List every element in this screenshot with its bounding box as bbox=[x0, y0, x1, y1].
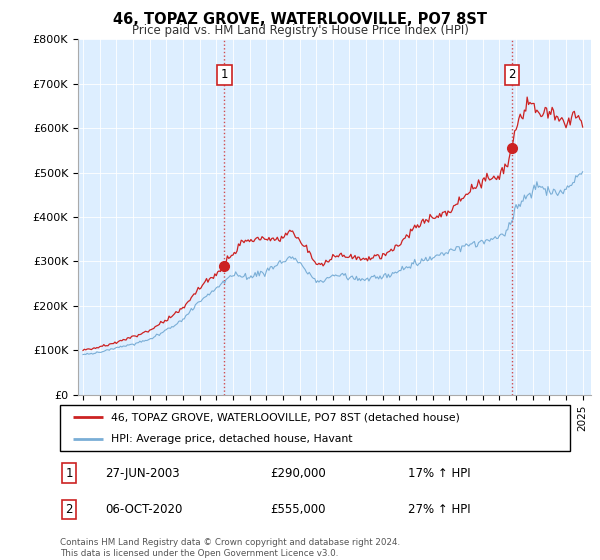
Text: 17% ↑ HPI: 17% ↑ HPI bbox=[408, 466, 470, 480]
Text: £555,000: £555,000 bbox=[270, 503, 325, 516]
Text: Price paid vs. HM Land Registry's House Price Index (HPI): Price paid vs. HM Land Registry's House … bbox=[131, 24, 469, 37]
FancyBboxPatch shape bbox=[60, 405, 570, 451]
Text: 46, TOPAZ GROVE, WATERLOOVILLE, PO7 8ST: 46, TOPAZ GROVE, WATERLOOVILLE, PO7 8ST bbox=[113, 12, 487, 27]
Text: HPI: Average price, detached house, Havant: HPI: Average price, detached house, Hava… bbox=[111, 435, 353, 444]
Text: 27-JUN-2003: 27-JUN-2003 bbox=[105, 466, 179, 480]
Text: 2: 2 bbox=[65, 503, 73, 516]
Text: 06-OCT-2020: 06-OCT-2020 bbox=[105, 503, 182, 516]
Text: 1: 1 bbox=[221, 68, 228, 81]
Text: Contains HM Land Registry data © Crown copyright and database right 2024.
This d: Contains HM Land Registry data © Crown c… bbox=[60, 538, 400, 558]
Text: 46, TOPAZ GROVE, WATERLOOVILLE, PO7 8ST (detached house): 46, TOPAZ GROVE, WATERLOOVILLE, PO7 8ST … bbox=[111, 412, 460, 422]
Text: 1: 1 bbox=[65, 466, 73, 480]
Text: 2: 2 bbox=[508, 68, 516, 81]
Text: 27% ↑ HPI: 27% ↑ HPI bbox=[408, 503, 470, 516]
Text: £290,000: £290,000 bbox=[270, 466, 326, 480]
